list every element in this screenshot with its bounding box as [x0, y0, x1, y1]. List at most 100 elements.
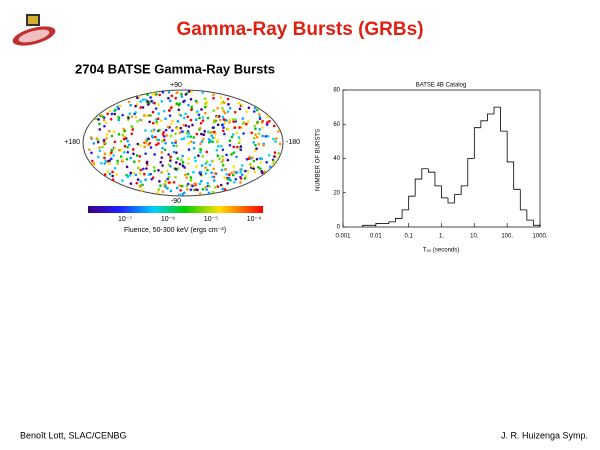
sky-dot [230, 153, 233, 156]
sky-dot [194, 118, 198, 122]
sky-dot [162, 109, 166, 113]
y-tick-label: 0 [337, 225, 341, 231]
hist-step [414, 178, 422, 197]
sky-dot [273, 151, 277, 154]
sky-dot [105, 136, 108, 140]
sky-dot [204, 111, 207, 115]
lon-label: +180 [64, 139, 80, 146]
sky-dot [169, 189, 173, 193]
sky-dot [262, 144, 265, 147]
sky-dot [233, 170, 236, 174]
sky-dot [128, 143, 131, 147]
sky-dot [192, 170, 195, 174]
sky-dot [221, 115, 225, 119]
sky-dot [258, 128, 262, 131]
sky-dot [187, 90, 191, 93]
sky-dot [239, 181, 242, 184]
sky-dot [164, 180, 168, 183]
sky-dot [244, 174, 248, 178]
sky-dot [184, 112, 187, 116]
sky-dot [231, 118, 235, 121]
hist-step [434, 172, 442, 187]
sky-dot [272, 124, 276, 128]
sky-dot [159, 160, 163, 164]
sky-dot [181, 161, 185, 164]
sky-dot [241, 117, 245, 120]
sky-dot [164, 117, 167, 121]
sky-dot [237, 101, 240, 105]
sky-dot [162, 135, 166, 138]
colorbar-tick: 10⁻⁴ [247, 216, 262, 223]
sky-dot [158, 180, 161, 183]
sky-map: 2704 BATSE Gamma-Ray Bursts +90 -90 +180… [64, 61, 300, 233]
sky-dot [113, 166, 117, 170]
sky-dot [130, 132, 134, 136]
sky-dot [98, 128, 102, 131]
sky-dot [206, 168, 209, 172]
sky-dot [274, 140, 277, 143]
hist-step [362, 224, 370, 227]
sky-dot [105, 133, 109, 136]
hist-step [500, 107, 508, 132]
sky-dot [216, 123, 220, 126]
sky-dot [219, 183, 223, 187]
sky-dot [175, 161, 178, 164]
sky-dot [128, 112, 132, 115]
sky-dot [257, 165, 260, 169]
sky-dot [263, 170, 266, 173]
sky-dot [164, 141, 167, 145]
sky-dot [253, 106, 257, 110]
sky-dot [136, 96, 139, 100]
sky-dot [125, 157, 129, 161]
sky-dot [172, 181, 176, 184]
sky-dot [107, 159, 110, 163]
sky-dot [136, 103, 139, 106]
sky-dot [219, 144, 223, 148]
sky-dot [268, 165, 272, 168]
x-axis-label: T₉₀ (seconds) [423, 248, 460, 254]
sky-dot [146, 93, 149, 97]
sky-dot [184, 173, 187, 177]
sky-dot [129, 182, 133, 185]
sky-dot [108, 162, 111, 166]
sky-dot [119, 155, 123, 158]
sky-dot [157, 112, 161, 115]
sky-dot [194, 99, 198, 103]
sky-dot [226, 110, 230, 113]
sky-dot [221, 129, 225, 133]
sky-dot [167, 109, 171, 112]
sky-dot [254, 149, 257, 152]
sky-dot [182, 123, 185, 127]
sky-dot [174, 132, 177, 136]
sky-dot [266, 135, 270, 138]
sky-dot [96, 140, 100, 144]
sky-dot [113, 112, 117, 116]
sky-dot [129, 156, 132, 160]
sky-dot [273, 155, 276, 158]
sky-map-title: 2704 BATSE Gamma-Ray Bursts [75, 61, 275, 76]
sky-dot [102, 118, 106, 122]
sky-dot [157, 168, 160, 172]
sky-dot [144, 141, 147, 145]
sky-dot [144, 98, 148, 102]
sky-dot [205, 150, 209, 154]
sky-dot [189, 97, 193, 101]
sky-dot [121, 113, 124, 117]
lat-label: +90 [170, 82, 182, 89]
sky-dot [183, 99, 186, 103]
sky-dot [122, 137, 126, 141]
sky-dot [252, 167, 256, 171]
sky-dot [186, 135, 190, 138]
sky-dot [172, 150, 176, 154]
sky-dot [202, 137, 205, 141]
sky-dot [219, 96, 223, 99]
sky-dot [176, 157, 180, 160]
sky-dot [240, 168, 243, 172]
sky-dot [209, 130, 213, 134]
sky-dot [157, 188, 161, 191]
sky-dot [149, 146, 153, 149]
sky-dot [210, 171, 213, 175]
sky-dot [211, 136, 215, 140]
sky-dot [139, 185, 142, 188]
sky-dot [254, 127, 257, 131]
